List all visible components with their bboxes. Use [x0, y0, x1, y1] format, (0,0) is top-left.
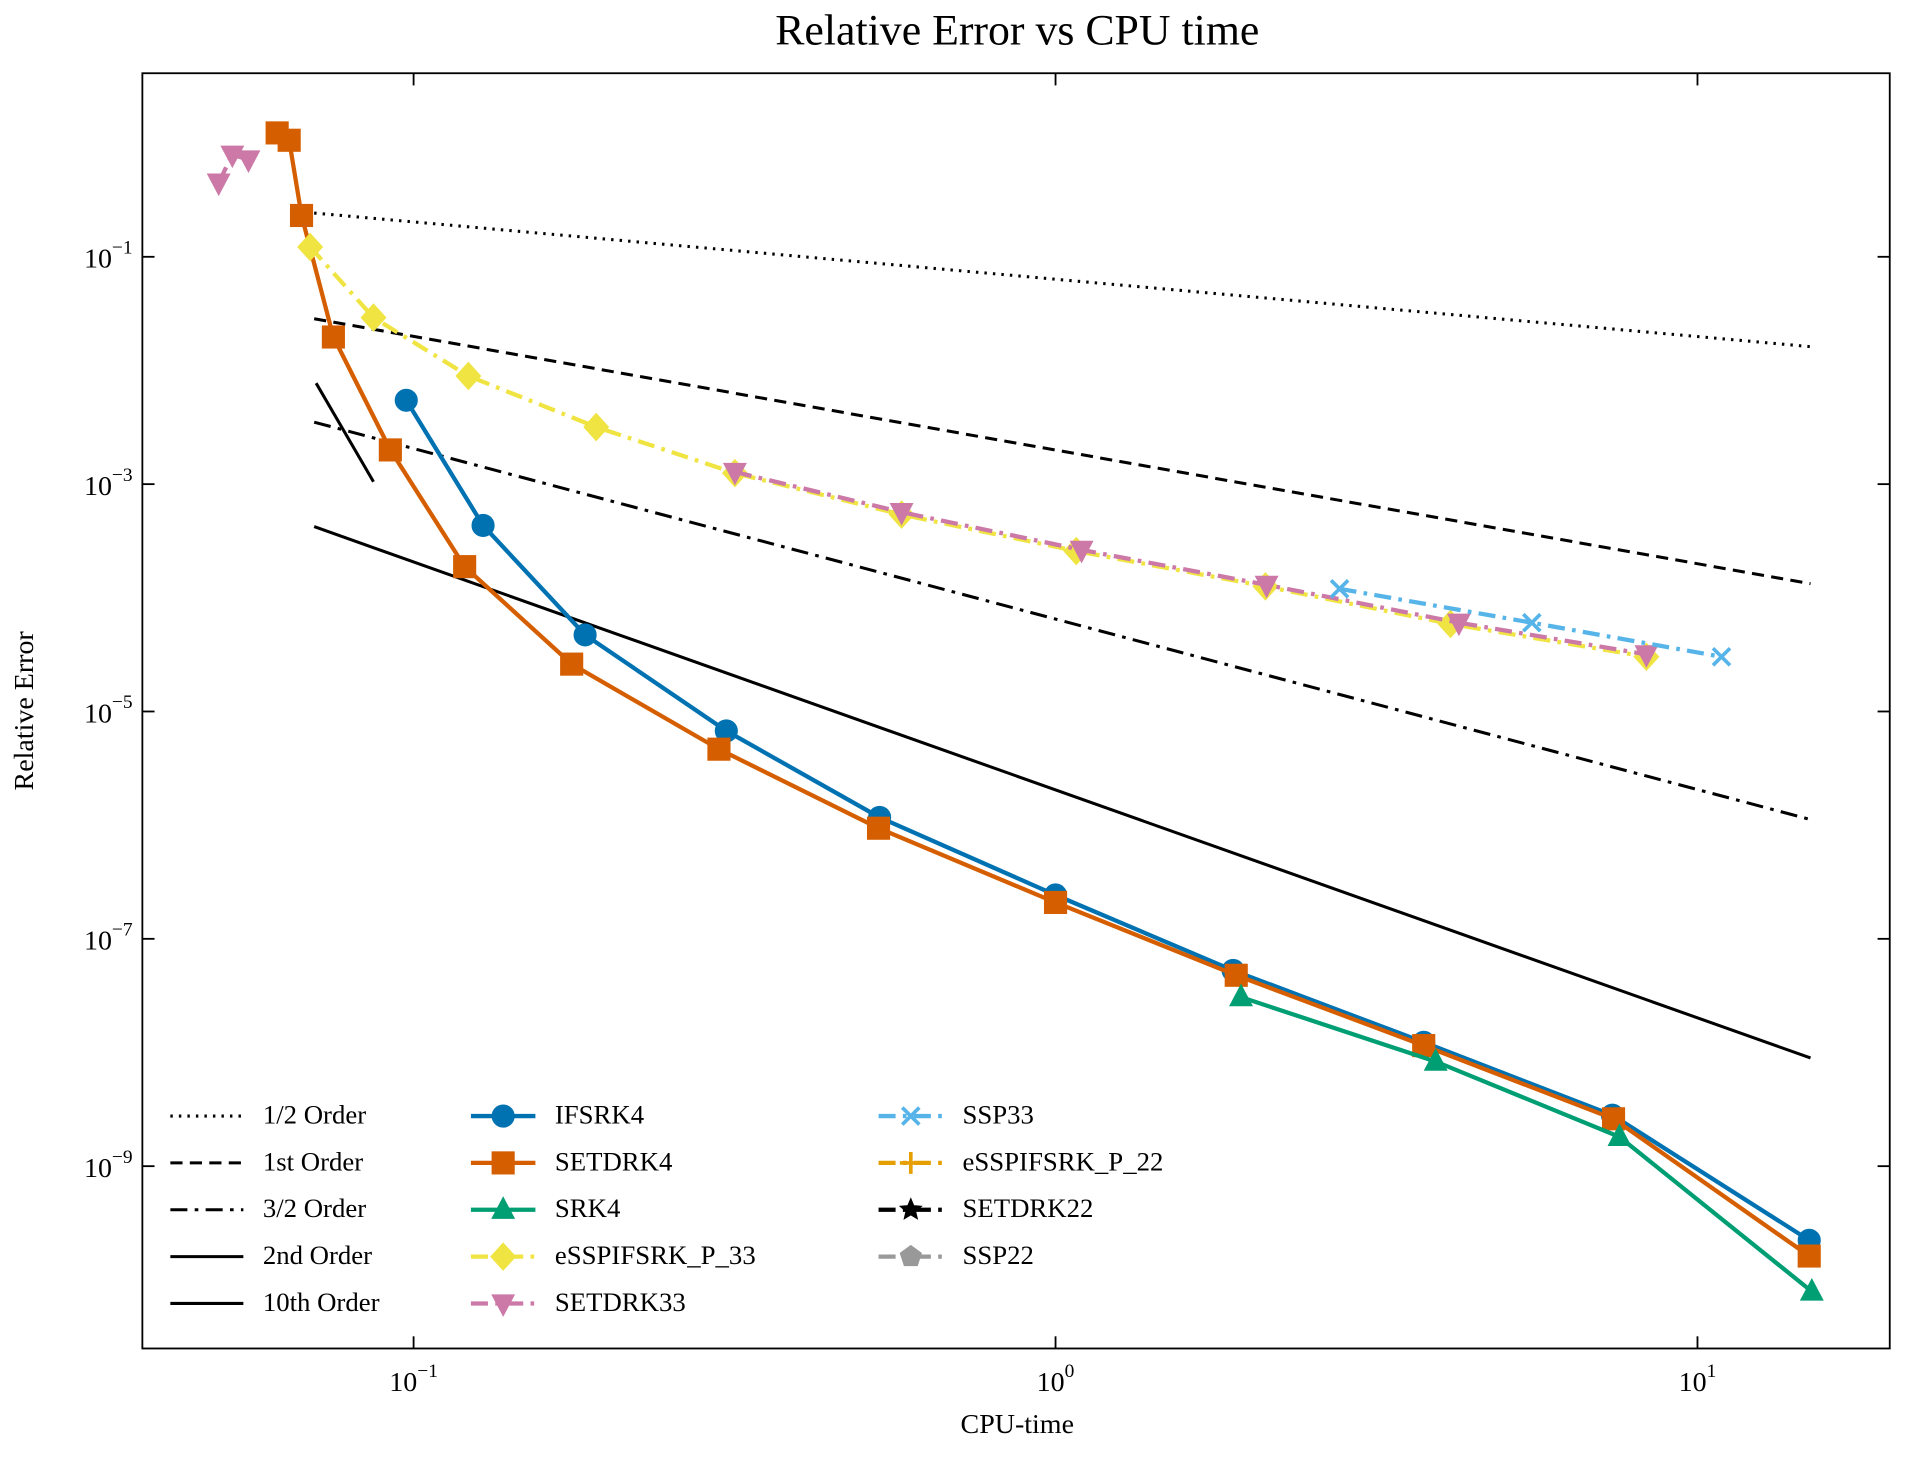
- y-tick-label: 10−3: [84, 465, 133, 502]
- legend-marker: [900, 1106, 921, 1126]
- y-tick-label: 10−9: [84, 1147, 133, 1184]
- marker: [1711, 646, 1732, 667]
- legend-label: 1/2 Order: [263, 1099, 366, 1129]
- marker: [453, 555, 477, 579]
- legend-label: 2nd Order: [263, 1240, 372, 1270]
- marker: [1799, 1278, 1824, 1301]
- series-line: [404, 399, 1811, 1243]
- marker: [236, 150, 261, 174]
- marker: [277, 128, 301, 152]
- marker: [360, 303, 387, 332]
- marker: [583, 412, 610, 442]
- legend-label: SRK4: [555, 1193, 620, 1223]
- series-line: [276, 131, 1811, 1258]
- marker: [297, 232, 324, 262]
- marker: [1423, 1048, 1448, 1071]
- x-axis-label: CPU-time: [961, 1409, 1074, 1440]
- y-tick-label: 10−7: [84, 920, 133, 957]
- marker: [1601, 1107, 1626, 1131]
- marker: [1043, 890, 1068, 914]
- series-line: [1339, 586, 1722, 659]
- legend-label: SETDRK22: [963, 1193, 1094, 1223]
- legend-label: 10th Order: [263, 1287, 380, 1317]
- marker: [1224, 963, 1248, 987]
- y-tick-label: 10−5: [84, 693, 133, 730]
- marker: [1634, 645, 1659, 668]
- chart-title: Relative Error vs CPU time: [775, 6, 1259, 54]
- marker: [889, 503, 914, 526]
- y-axis-label: Relative Error: [9, 631, 40, 791]
- legend-label: SSP33: [963, 1099, 1034, 1129]
- marker: [1797, 1244, 1821, 1268]
- marker: [471, 513, 495, 538]
- marker: [707, 737, 731, 761]
- marker: [1446, 613, 1471, 637]
- marker: [289, 203, 314, 228]
- marker: [321, 325, 345, 349]
- legend-marker: [491, 1104, 515, 1128]
- legend-label: 3/2 Order: [263, 1193, 366, 1223]
- marker: [560, 652, 584, 676]
- marker: [1229, 983, 1253, 1007]
- marker: [1607, 1123, 1632, 1147]
- legend-marker: [898, 1197, 923, 1220]
- marker: [573, 623, 597, 647]
- legend-marker: [490, 1242, 517, 1271]
- legend-marker: [491, 1196, 516, 1219]
- series-line: [1240, 995, 1814, 1294]
- series-line: [314, 382, 375, 483]
- legend-marker: [899, 1244, 922, 1267]
- series-line: [313, 525, 1812, 1060]
- legend-label: SETDRK33: [555, 1287, 686, 1317]
- legend-marker: [491, 1151, 515, 1175]
- marker: [1522, 612, 1542, 633]
- series-line: [313, 420, 1811, 822]
- marker: [378, 438, 402, 462]
- legend-label: eSSPIFSRK_P_33: [555, 1240, 756, 1270]
- legend-marker: [491, 1294, 516, 1317]
- x-tick-label: 101: [1679, 1361, 1717, 1398]
- marker: [206, 173, 231, 197]
- marker: [1069, 540, 1094, 564]
- series-line: [314, 211, 1811, 349]
- legend-marker: [899, 1151, 922, 1174]
- marker: [722, 462, 747, 486]
- legend-label: SETDRK4: [555, 1146, 672, 1176]
- legend-label: 1st Order: [263, 1146, 363, 1176]
- x-tick-label: 100: [1037, 1361, 1075, 1398]
- series-line: [313, 317, 1811, 586]
- marker: [394, 388, 418, 412]
- marker: [1329, 579, 1350, 599]
- marker: [1254, 575, 1279, 599]
- marker: [866, 816, 891, 840]
- x-tick-label: 10−1: [389, 1361, 438, 1398]
- marker: [455, 361, 482, 391]
- legend-label: IFSRK4: [555, 1099, 644, 1129]
- legend-label: SSP22: [963, 1240, 1034, 1270]
- legend-label: eSSPIFSRK_P_22: [963, 1146, 1164, 1176]
- y-tick-label: 10−1: [84, 238, 133, 275]
